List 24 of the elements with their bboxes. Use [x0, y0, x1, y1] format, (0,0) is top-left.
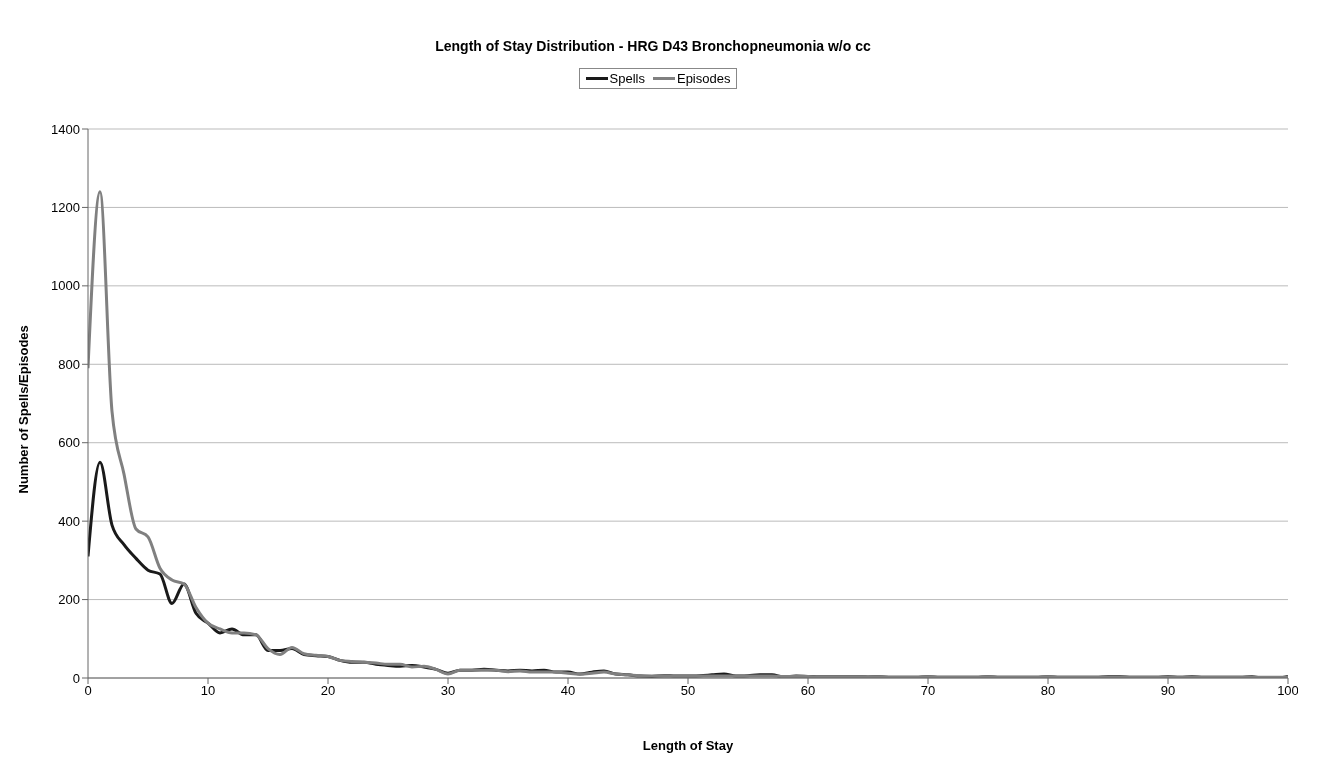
x-tick-label: 0 [84, 683, 92, 699]
legend-label: Episodes [675, 71, 731, 86]
x-tick-label: 70 [920, 683, 936, 699]
legend-label: Spells [608, 71, 645, 86]
x-tick-label: 20 [320, 683, 336, 699]
x-tick-label: 80 [1040, 683, 1056, 699]
y-tick-label: 1200 [51, 200, 80, 216]
x-tick-label: 10 [200, 683, 216, 699]
y-tick-label: 200 [58, 592, 80, 608]
y-tick-label: 600 [58, 435, 80, 451]
y-tick-label: 1400 [51, 121, 80, 137]
x-axis-title: Length of Stay [642, 738, 734, 753]
x-tick-label: 60 [800, 683, 816, 699]
x-tick-label: 50 [680, 683, 696, 699]
y-axis-title: Number of Spells/Episodes [15, 325, 31, 494]
x-tick-label: 30 [440, 683, 456, 699]
y-tick-label: 0 [72, 670, 80, 686]
chart-title: Length of Stay Distribution - HRG D43 Bronchopneumonia w/o cc [434, 38, 872, 54]
x-tick-label: 40 [560, 683, 576, 699]
x-tick-label: 100 [1277, 683, 1299, 699]
y-tick-label: 1000 [51, 278, 80, 294]
y-tick-label: 400 [58, 513, 80, 529]
y-tick-label: 800 [58, 356, 80, 372]
x-tick-label: 90 [1160, 683, 1176, 699]
